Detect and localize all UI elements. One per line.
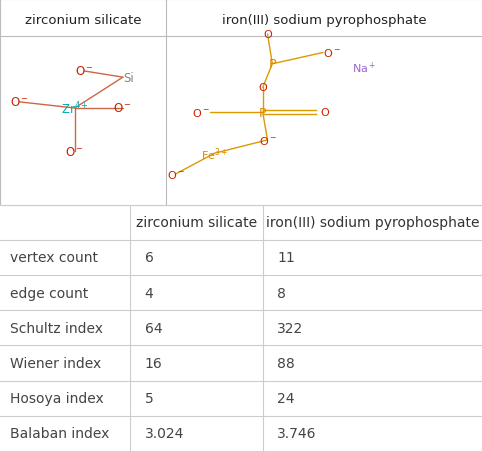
Text: Schultz index: Schultz index xyxy=(10,321,103,335)
Text: O$^-$: O$^-$ xyxy=(10,96,29,109)
Text: zirconium silicate: zirconium silicate xyxy=(25,14,141,28)
Text: iron(III) sodium pyrophosphate: iron(III) sodium pyrophosphate xyxy=(266,216,479,230)
Text: 8: 8 xyxy=(277,286,286,300)
Text: 16: 16 xyxy=(145,356,162,370)
Text: 6: 6 xyxy=(145,251,153,265)
Text: 5: 5 xyxy=(145,391,153,405)
Text: Wiener index: Wiener index xyxy=(10,356,101,370)
Text: Hosoya index: Hosoya index xyxy=(10,391,104,405)
Text: O$^-$: O$^-$ xyxy=(258,134,277,147)
Text: Na$^+$: Na$^+$ xyxy=(352,60,376,75)
Text: Si: Si xyxy=(123,72,134,84)
Text: O: O xyxy=(263,30,272,40)
Text: 4: 4 xyxy=(145,286,153,300)
Text: edge count: edge count xyxy=(10,286,88,300)
Text: Fe$^{3+}$: Fe$^{3+}$ xyxy=(201,146,228,162)
Text: O: O xyxy=(321,108,329,118)
Text: O: O xyxy=(258,83,267,93)
Text: O$^-$: O$^-$ xyxy=(167,168,185,180)
Text: P: P xyxy=(268,58,276,71)
Text: O$^-$: O$^-$ xyxy=(192,107,210,119)
Text: 64: 64 xyxy=(145,321,162,335)
Text: 322: 322 xyxy=(277,321,303,335)
Text: 3.024: 3.024 xyxy=(145,427,184,441)
Text: 11: 11 xyxy=(277,251,295,265)
Text: P: P xyxy=(259,106,267,120)
Text: Zr$^{4+}$: Zr$^{4+}$ xyxy=(61,101,89,117)
Text: zirconium silicate: zirconium silicate xyxy=(136,216,257,230)
Text: 24: 24 xyxy=(277,391,295,405)
Text: 88: 88 xyxy=(277,356,295,370)
Text: O$^-$: O$^-$ xyxy=(75,65,94,78)
Text: 3.746: 3.746 xyxy=(277,427,317,441)
Text: O$^-$: O$^-$ xyxy=(323,47,341,60)
Text: vertex count: vertex count xyxy=(10,251,98,265)
Text: iron(III) sodium pyrophosphate: iron(III) sodium pyrophosphate xyxy=(222,14,426,28)
Text: O$^-$: O$^-$ xyxy=(65,145,84,158)
Text: O$^-$: O$^-$ xyxy=(113,102,133,115)
Text: Balaban index: Balaban index xyxy=(10,427,109,441)
